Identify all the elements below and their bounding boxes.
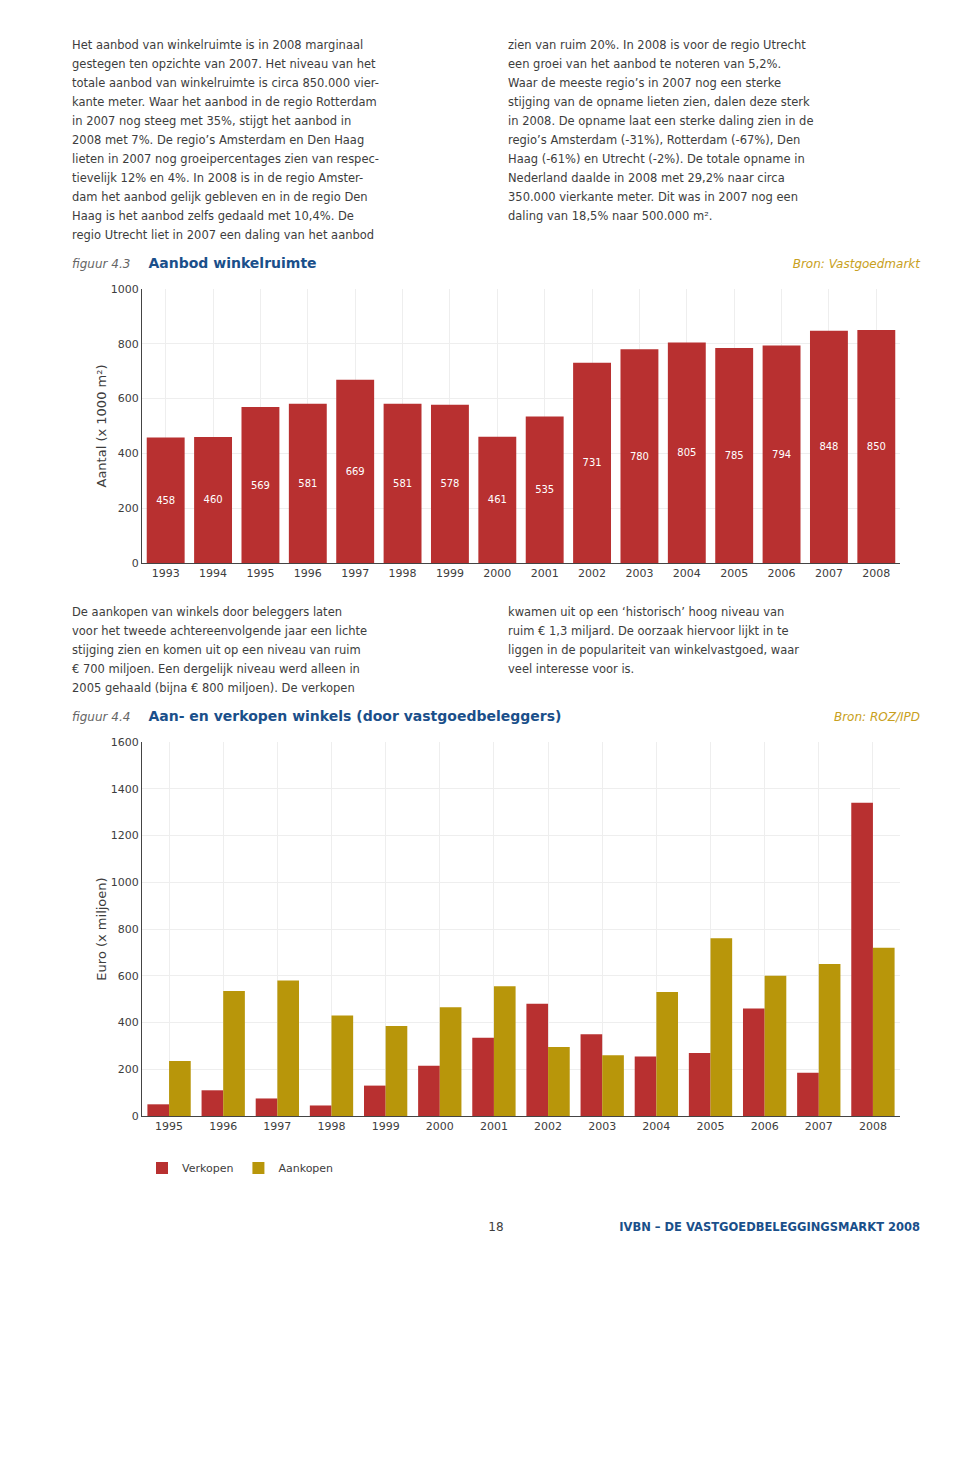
svg-text:2001: 2001 [480,1120,508,1133]
svg-text:2000: 2000 [483,567,511,580]
svg-text:578: 578 [440,478,459,489]
svg-text:2002: 2002 [534,1120,562,1133]
svg-text:794: 794 [772,448,791,459]
svg-text:2008: 2008 [859,1120,887,1133]
html-text:18: 18 [488,1219,504,1234]
svg-text:669: 669 [346,466,365,477]
svg-text:Euro (x miljoen): Euro (x miljoen) [94,877,109,980]
svg-text:800: 800 [118,337,139,350]
html-text:zien van ruim 20%. In 2008 is: zien van ruim 20%. In 2008 is voor de re… [508,38,814,223]
svg-text:0: 0 [132,557,139,570]
svg-text:848: 848 [819,441,838,452]
svg-text:2006: 2006 [751,1120,779,1133]
svg-text:785: 785 [725,450,744,461]
svg-text:460: 460 [204,494,223,505]
svg-text:581: 581 [298,478,317,489]
svg-text:461: 461 [488,494,507,505]
svg-text:1998: 1998 [389,567,417,580]
svg-text:1996: 1996 [294,567,322,580]
html-text:De aankopen van winkels door b: De aankopen van winkels door beleggers l… [72,604,368,695]
svg-text:600: 600 [118,969,139,982]
svg-text:1200: 1200 [111,829,139,842]
svg-text:731: 731 [583,457,602,468]
svg-text:2007: 2007 [805,1120,833,1133]
svg-text:2003: 2003 [588,1120,616,1133]
html-text:IVBN – DE VASTGOEDBELEGGINGSMA: IVBN – DE VASTGOEDBELEGGINGSMARKT 2008 [619,1219,920,1234]
svg-text:2001: 2001 [531,567,559,580]
svg-text:2006: 2006 [768,567,796,580]
svg-text:569: 569 [251,479,270,490]
svg-text:1000: 1000 [111,876,139,889]
html-text:Aanbod winkelruimte: Aanbod winkelruimte [148,254,317,271]
svg-text:600: 600 [118,392,139,405]
svg-text:1996: 1996 [209,1120,237,1133]
svg-text:1995: 1995 [246,567,274,580]
svg-text:Verkopen: Verkopen [182,1162,233,1175]
svg-text:1994: 1994 [199,567,227,580]
svg-text:2008: 2008 [862,567,890,580]
svg-text:1999: 1999 [372,1120,400,1133]
svg-text:2000: 2000 [426,1120,454,1133]
svg-text:458: 458 [156,494,175,505]
svg-text:1600: 1600 [111,735,139,748]
svg-text:2007: 2007 [815,567,843,580]
svg-text:780: 780 [630,450,649,461]
svg-text:850: 850 [867,441,886,452]
svg-text:400: 400 [118,1016,139,1029]
svg-text:200: 200 [118,1063,139,1076]
svg-text:2005: 2005 [720,567,748,580]
svg-text:1993: 1993 [152,567,180,580]
svg-text:1995: 1995 [155,1120,183,1133]
svg-text:805: 805 [677,447,696,458]
svg-text:Aantal (x 1000 m²): Aantal (x 1000 m²) [94,364,109,487]
svg-text:0: 0 [132,1109,139,1122]
svg-text:2003: 2003 [625,567,653,580]
svg-text:800: 800 [118,922,139,935]
svg-text:400: 400 [118,447,139,460]
svg-text:1999: 1999 [436,567,464,580]
html-text:Bron: ROZ/IPD: Bron: ROZ/IPD [834,709,920,724]
svg-text:581: 581 [393,478,412,489]
html-text:kwamen uit op een ‘historisch’: kwamen uit op een ‘historisch’ hoog nive… [508,604,799,676]
html-text:Bron: Vastgoedmarkt: Bron: Vastgoedmarkt [792,256,920,271]
svg-text:1400: 1400 [111,782,139,795]
svg-text:535: 535 [535,484,554,495]
html-text:Het aanbod van winkelruimte is: Het aanbod van winkelruimte is in 2008 m… [72,38,379,242]
html-text:figuur 4.4: figuur 4.4 [72,709,131,724]
svg-text:1000: 1000 [111,283,139,296]
svg-text:1998: 1998 [318,1120,346,1133]
html-text:figuur 4.3: figuur 4.3 [72,256,131,271]
svg-text:1997: 1997 [263,1120,291,1133]
svg-text:200: 200 [118,502,139,515]
html-text:Aan- en verkopen winkels (door: Aan- en verkopen winkels (door vastgoedb… [148,707,562,724]
svg-text:Aankopen: Aankopen [278,1162,333,1175]
svg-text:2004: 2004 [642,1120,670,1133]
svg-text:2004: 2004 [673,567,701,580]
svg-text:2002: 2002 [578,567,606,580]
svg-text:2005: 2005 [697,1120,725,1133]
svg-text:1997: 1997 [341,567,369,580]
